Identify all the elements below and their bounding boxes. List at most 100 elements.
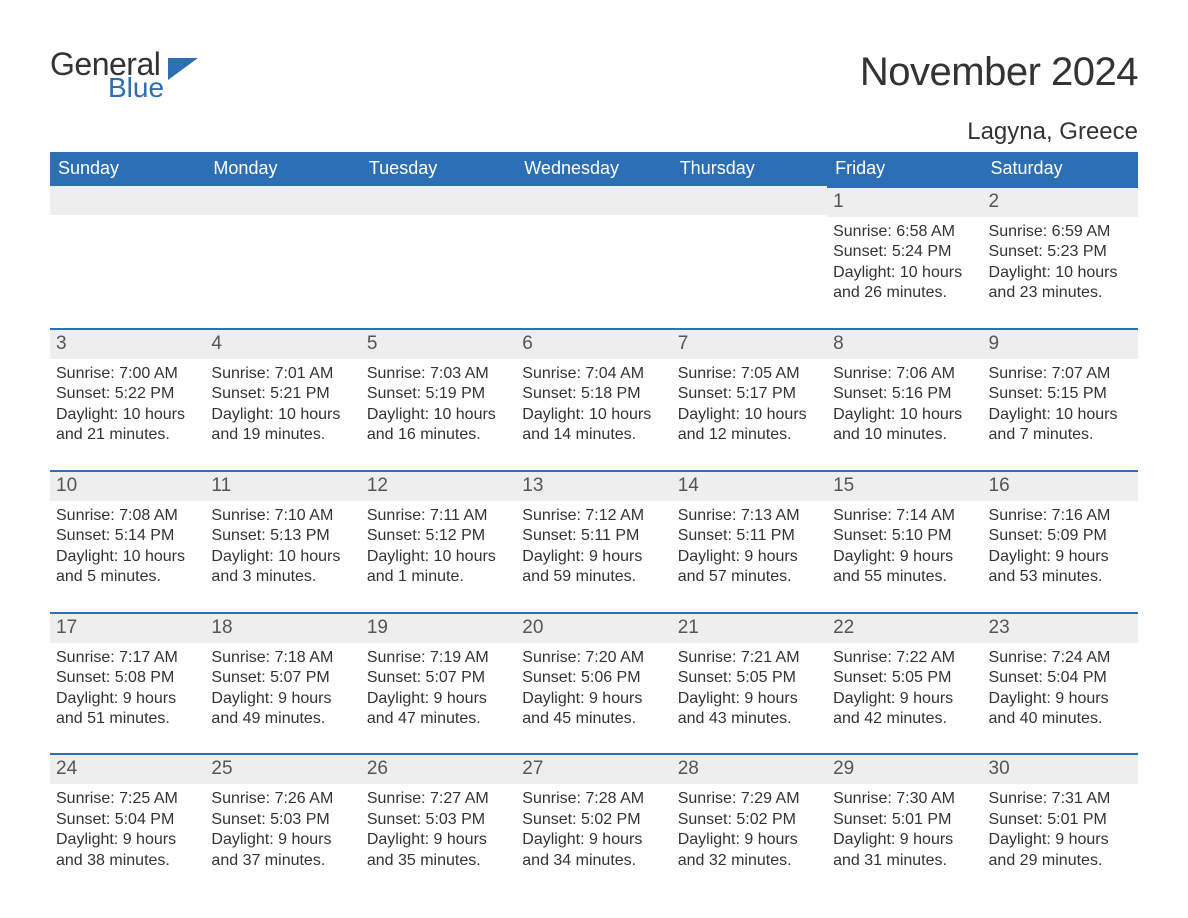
brand-word2: Blue: [108, 75, 164, 100]
day-details: Sunrise: 7:01 AMSunset: 5:21 PMDaylight:…: [205, 359, 360, 446]
daylight-line2: and 49 minutes.: [211, 709, 354, 729]
daylight-line2: and 16 minutes.: [367, 425, 510, 445]
sunset-text: Sunset: 5:04 PM: [989, 668, 1132, 688]
sunrise-text: Sunrise: 7:19 AM: [367, 648, 510, 668]
daylight-line2: and 38 minutes.: [56, 851, 199, 871]
day-number: 18: [205, 612, 360, 643]
sunrise-text: Sunrise: 7:30 AM: [833, 789, 976, 809]
day-number: 1: [827, 186, 982, 217]
daylight-line2: and 19 minutes.: [211, 425, 354, 445]
day-details: Sunrise: 7:12 AMSunset: 5:11 PMDaylight:…: [516, 501, 671, 588]
day-details: Sunrise: 7:26 AMSunset: 5:03 PMDaylight:…: [205, 784, 360, 871]
daylight-line2: and 21 minutes.: [56, 425, 199, 445]
weekday-header-row: Sunday Monday Tuesday Wednesday Thursday…: [50, 152, 1138, 186]
daylight-line1: Daylight: 10 hours: [678, 405, 821, 425]
sunrise-text: Sunrise: 7:04 AM: [522, 364, 665, 384]
calendar-day-cell: 17Sunrise: 7:17 AMSunset: 5:08 PMDayligh…: [50, 612, 205, 730]
daylight-line1: Daylight: 9 hours: [833, 689, 976, 709]
sunset-text: Sunset: 5:11 PM: [522, 526, 665, 546]
day-number: 21: [672, 612, 827, 643]
empty-day-band: [361, 186, 516, 215]
sunrise-text: Sunrise: 7:17 AM: [56, 648, 199, 668]
daylight-line1: Daylight: 10 hours: [211, 547, 354, 567]
daylight-line2: and 5 minutes.: [56, 567, 199, 587]
sunrise-text: Sunrise: 7:00 AM: [56, 364, 199, 384]
sunset-text: Sunset: 5:05 PM: [833, 668, 976, 688]
daylight-line1: Daylight: 9 hours: [522, 547, 665, 567]
day-number: 9: [983, 328, 1138, 359]
sunrise-text: Sunrise: 7:01 AM: [211, 364, 354, 384]
sunset-text: Sunset: 5:23 PM: [989, 242, 1132, 262]
day-number: 10: [50, 470, 205, 501]
empty-day-band: [50, 186, 205, 215]
day-details: Sunrise: 7:05 AMSunset: 5:17 PMDaylight:…: [672, 359, 827, 446]
calendar-day-cell: 22Sunrise: 7:22 AMSunset: 5:05 PMDayligh…: [827, 612, 982, 730]
calendar-day-cell: 1Sunrise: 6:58 AMSunset: 5:24 PMDaylight…: [827, 186, 982, 304]
calendar-week: 10Sunrise: 7:08 AMSunset: 5:14 PMDayligh…: [50, 470, 1138, 588]
day-details: Sunrise: 7:27 AMSunset: 5:03 PMDaylight:…: [361, 784, 516, 871]
calendar-day-cell: 30Sunrise: 7:31 AMSunset: 5:01 PMDayligh…: [983, 753, 1138, 871]
daylight-line1: Daylight: 9 hours: [56, 689, 199, 709]
sunset-text: Sunset: 5:01 PM: [989, 810, 1132, 830]
page-title: November 2024: [860, 50, 1138, 95]
calendar-day-cell: [205, 186, 360, 304]
day-number: 30: [983, 753, 1138, 784]
calendar-day-cell: [672, 186, 827, 304]
day-number: 16: [983, 470, 1138, 501]
day-details: Sunrise: 7:06 AMSunset: 5:16 PMDaylight:…: [827, 359, 982, 446]
calendar-day-cell: 2Sunrise: 6:59 AMSunset: 5:23 PMDaylight…: [983, 186, 1138, 304]
daylight-line1: Daylight: 10 hours: [367, 405, 510, 425]
sunrise-text: Sunrise: 7:07 AM: [989, 364, 1132, 384]
calendar-day-cell: 10Sunrise: 7:08 AMSunset: 5:14 PMDayligh…: [50, 470, 205, 588]
day-details: Sunrise: 7:24 AMSunset: 5:04 PMDaylight:…: [983, 643, 1138, 730]
daylight-line1: Daylight: 9 hours: [56, 830, 199, 850]
day-number: 20: [516, 612, 671, 643]
sunset-text: Sunset: 5:01 PM: [833, 810, 976, 830]
sunrise-text: Sunrise: 7:10 AM: [211, 506, 354, 526]
daylight-line1: Daylight: 10 hours: [56, 547, 199, 567]
calendar-week: 1Sunrise: 6:58 AMSunset: 5:24 PMDaylight…: [50, 186, 1138, 304]
calendar-day-cell: 13Sunrise: 7:12 AMSunset: 5:11 PMDayligh…: [516, 470, 671, 588]
daylight-line1: Daylight: 10 hours: [833, 263, 976, 283]
day-number: 26: [361, 753, 516, 784]
daylight-line1: Daylight: 10 hours: [989, 263, 1132, 283]
sunset-text: Sunset: 5:19 PM: [367, 384, 510, 404]
sunset-text: Sunset: 5:12 PM: [367, 526, 510, 546]
daylight-line1: Daylight: 9 hours: [522, 689, 665, 709]
calendar-day-cell: 29Sunrise: 7:30 AMSunset: 5:01 PMDayligh…: [827, 753, 982, 871]
sunset-text: Sunset: 5:18 PM: [522, 384, 665, 404]
daylight-line1: Daylight: 9 hours: [833, 547, 976, 567]
day-number: 7: [672, 328, 827, 359]
calendar-day-cell: [516, 186, 671, 304]
day-number: 22: [827, 612, 982, 643]
daylight-line2: and 37 minutes.: [211, 851, 354, 871]
day-details: Sunrise: 7:10 AMSunset: 5:13 PMDaylight:…: [205, 501, 360, 588]
sunrise-text: Sunrise: 7:11 AM: [367, 506, 510, 526]
calendar-day-cell: [361, 186, 516, 304]
calendar-day-cell: 9Sunrise: 7:07 AMSunset: 5:15 PMDaylight…: [983, 328, 1138, 446]
empty-day-band: [516, 186, 671, 215]
daylight-line2: and 7 minutes.: [989, 425, 1132, 445]
sunset-text: Sunset: 5:11 PM: [678, 526, 821, 546]
daylight-line2: and 43 minutes.: [678, 709, 821, 729]
sunrise-text: Sunrise: 7:20 AM: [522, 648, 665, 668]
calendar-day-cell: 6Sunrise: 7:04 AMSunset: 5:18 PMDaylight…: [516, 328, 671, 446]
day-details: Sunrise: 7:18 AMSunset: 5:07 PMDaylight:…: [205, 643, 360, 730]
calendar-week: 24Sunrise: 7:25 AMSunset: 5:04 PMDayligh…: [50, 753, 1138, 871]
day-details: Sunrise: 7:21 AMSunset: 5:05 PMDaylight:…: [672, 643, 827, 730]
calendar-day-cell: 18Sunrise: 7:18 AMSunset: 5:07 PMDayligh…: [205, 612, 360, 730]
calendar-day-cell: 11Sunrise: 7:10 AMSunset: 5:13 PMDayligh…: [205, 470, 360, 588]
daylight-line2: and 34 minutes.: [522, 851, 665, 871]
day-number: 8: [827, 328, 982, 359]
day-number: 17: [50, 612, 205, 643]
day-details: Sunrise: 7:00 AMSunset: 5:22 PMDaylight:…: [50, 359, 205, 446]
day-number: 4: [205, 328, 360, 359]
day-number: 6: [516, 328, 671, 359]
day-details: Sunrise: 7:14 AMSunset: 5:10 PMDaylight:…: [827, 501, 982, 588]
day-details: Sunrise: 7:17 AMSunset: 5:08 PMDaylight:…: [50, 643, 205, 730]
sunrise-text: Sunrise: 7:03 AM: [367, 364, 510, 384]
daylight-line1: Daylight: 9 hours: [989, 830, 1132, 850]
sunrise-text: Sunrise: 7:28 AM: [522, 789, 665, 809]
daylight-line1: Daylight: 9 hours: [989, 689, 1132, 709]
sunrise-text: Sunrise: 6:58 AM: [833, 222, 976, 242]
